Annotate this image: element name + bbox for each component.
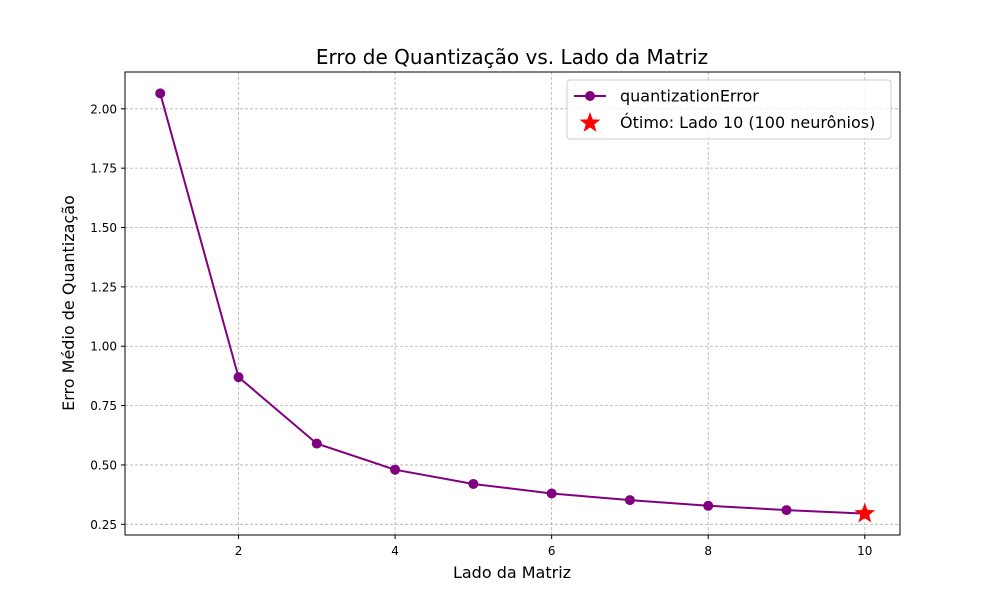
data-point: [546, 488, 557, 499]
legend: quantizationError Ótimo: Lado 10 (100 ne…: [566, 79, 892, 140]
x-tick-label: 8: [704, 544, 712, 558]
series: [155, 88, 876, 523]
y-tick-label: 2.00: [90, 102, 117, 116]
legend-marker-swatch: [585, 91, 595, 101]
legend-star-swatch: [579, 112, 601, 132]
y-tick-label: 1.25: [90, 280, 117, 294]
data-point: [781, 505, 792, 516]
y-tick-label: 0.25: [90, 518, 117, 532]
optimum-star-marker: [854, 502, 876, 523]
y-tick-label: 0.50: [90, 458, 117, 472]
y-tick-label: 1.00: [90, 340, 117, 354]
data-point: [390, 464, 401, 475]
series-line: [159, 93, 865, 515]
data-point: [155, 88, 166, 99]
x-tick-label: 4: [391, 544, 399, 558]
legend-label-series: quantizationError: [620, 87, 759, 106]
data-point: [624, 495, 635, 506]
data-point: [703, 500, 714, 511]
legend-label-optimum: Ótimo: Lado 10 (100 neurônios): [620, 113, 875, 132]
y-tick-label: 1.50: [90, 221, 117, 235]
y-tick-label: 0.75: [90, 399, 117, 413]
x-axis-label: Lado da Matriz: [453, 563, 571, 582]
x-tick-label: 10: [857, 544, 872, 558]
plot-frame: [124, 71, 901, 536]
data-point: [468, 478, 479, 489]
x-tick-label: 6: [548, 544, 556, 558]
data-point: [311, 438, 322, 449]
legend-box: [566, 79, 892, 140]
tick-labels: 2 4 6 8 10 0.25 0.50 0.75 1.00 1.25 1.50 1.75 2.00: [90, 102, 872, 558]
x-tick-label: 2: [235, 544, 243, 558]
y-tick-label: 1.75: [90, 162, 117, 176]
data-point: [233, 372, 244, 383]
axes: [121, 71, 901, 539]
chart-title: Erro de Quantização vs. Lado da Matriz: [316, 45, 708, 69]
y-axis-label: Erro Médio de Quantização: [59, 195, 78, 411]
